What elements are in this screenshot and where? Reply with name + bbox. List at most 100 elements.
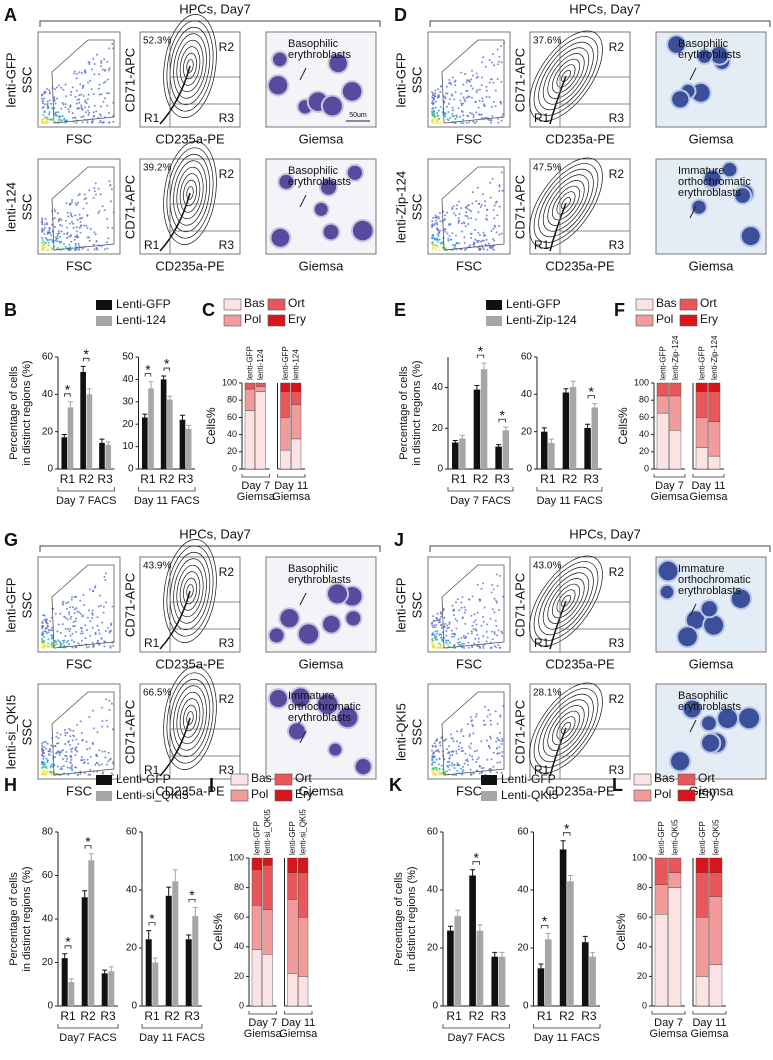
scatter-dot xyxy=(472,621,475,624)
scatter-dot xyxy=(468,733,471,736)
x-group-label: Giemsa xyxy=(272,491,311,503)
facs-row xyxy=(37,14,377,128)
bar xyxy=(172,881,179,1006)
scatter-dot xyxy=(484,204,486,207)
scatter-dot xyxy=(71,116,74,119)
scatter-dot xyxy=(108,67,111,70)
group-bracket xyxy=(138,487,196,492)
y-tick-label: 20 xyxy=(521,426,533,437)
scatter-dot xyxy=(471,646,474,648)
stack-segment xyxy=(708,455,721,470)
scatter-dot xyxy=(445,85,448,88)
scatter-dot xyxy=(436,646,439,649)
significance-bracket xyxy=(144,373,152,377)
scatter-dot xyxy=(442,607,445,610)
scatter-dot xyxy=(76,610,79,613)
scatter-dot xyxy=(461,596,464,599)
scatter-dot xyxy=(49,750,52,753)
cell-nucleus xyxy=(683,700,701,718)
stack-segment xyxy=(709,896,723,965)
y-axis-title: in distinct regions (%) xyxy=(411,360,423,465)
scatter-dot xyxy=(445,634,448,637)
scatter-dot xyxy=(101,750,104,753)
scatter-dot xyxy=(501,189,504,192)
scatter-dot xyxy=(483,103,485,106)
scatter-dot xyxy=(97,629,100,632)
contour-line xyxy=(561,70,571,82)
bar xyxy=(61,437,68,469)
contour-line xyxy=(561,722,571,734)
scatter-dot xyxy=(446,643,449,646)
scatter-dot xyxy=(440,615,443,618)
cell-nucleus xyxy=(698,49,711,63)
scatter-dot xyxy=(478,599,481,602)
scatter-dot xyxy=(46,231,49,234)
scatter-dot xyxy=(70,91,73,94)
scatter-dot xyxy=(53,99,56,102)
scatter-dot xyxy=(81,72,83,74)
scatter-dot xyxy=(56,731,59,734)
contour-line xyxy=(183,52,197,80)
x-group-label: Giemsa xyxy=(651,491,690,503)
scatter-dot xyxy=(41,772,44,775)
significance-bracket xyxy=(498,418,506,423)
scatter-dot xyxy=(69,246,72,249)
scatter-dot xyxy=(101,621,103,624)
scatter-dot xyxy=(499,646,502,649)
scatter-dot xyxy=(489,719,492,722)
y-tick-label: 0 xyxy=(232,463,237,473)
scatter-dot xyxy=(46,116,49,119)
y-axis-title: in distinct regions (%) xyxy=(406,866,418,971)
scatter-dot xyxy=(446,624,449,627)
scatter-dot xyxy=(464,622,467,625)
scatter-dot xyxy=(454,118,457,120)
scatter-dot xyxy=(449,754,452,757)
x-tick-label: R2 xyxy=(159,472,175,486)
scatter-dot xyxy=(43,761,46,764)
scatter-dot xyxy=(458,242,461,245)
scatter-dot xyxy=(449,223,452,226)
scatter-dot xyxy=(470,720,473,723)
contour-box xyxy=(139,158,241,255)
cell-nucleus xyxy=(355,759,371,775)
scatter-dot xyxy=(41,102,44,105)
scatter-dot xyxy=(91,609,94,612)
scatter-dot xyxy=(69,729,72,732)
scatter-dot xyxy=(465,81,468,84)
scatter-dot xyxy=(76,773,79,776)
y-tick-label: 60 xyxy=(227,412,237,422)
contour-line xyxy=(169,551,211,631)
legend-swatch xyxy=(223,314,242,327)
scatter-dot xyxy=(62,103,65,106)
scatter-dot xyxy=(463,636,466,639)
scatter-dot xyxy=(493,64,496,67)
scatter-dot xyxy=(434,219,437,222)
scatter-dot xyxy=(77,243,80,245)
scatter-dot xyxy=(46,100,49,103)
region-gates xyxy=(559,163,630,254)
scatter-dot xyxy=(481,239,484,242)
scatter-dot xyxy=(453,643,456,646)
scatter-dot xyxy=(482,56,485,59)
x-group-label: Day 7 xyxy=(654,1017,683,1029)
scatter-dot xyxy=(474,619,477,622)
bar xyxy=(480,369,488,469)
scatter-dot xyxy=(48,238,51,241)
scatter-dot xyxy=(81,108,84,111)
scatter-dot xyxy=(443,625,446,628)
scatter-dot xyxy=(80,116,83,119)
scatter-dot xyxy=(98,749,101,752)
y-tick-label: 40 xyxy=(227,429,237,439)
scatter-dot xyxy=(483,606,486,609)
scatter-dot xyxy=(500,743,503,745)
scatter-dot xyxy=(80,630,83,633)
scatter-dot xyxy=(75,230,78,233)
scatter-dot xyxy=(42,248,45,251)
scatter-dot xyxy=(431,224,434,227)
error-bar xyxy=(541,427,547,432)
scatter-dot xyxy=(41,643,44,646)
bar xyxy=(459,438,466,469)
error-bar xyxy=(148,381,154,389)
scatter-dot xyxy=(468,735,471,738)
scatter-dot xyxy=(78,213,81,216)
